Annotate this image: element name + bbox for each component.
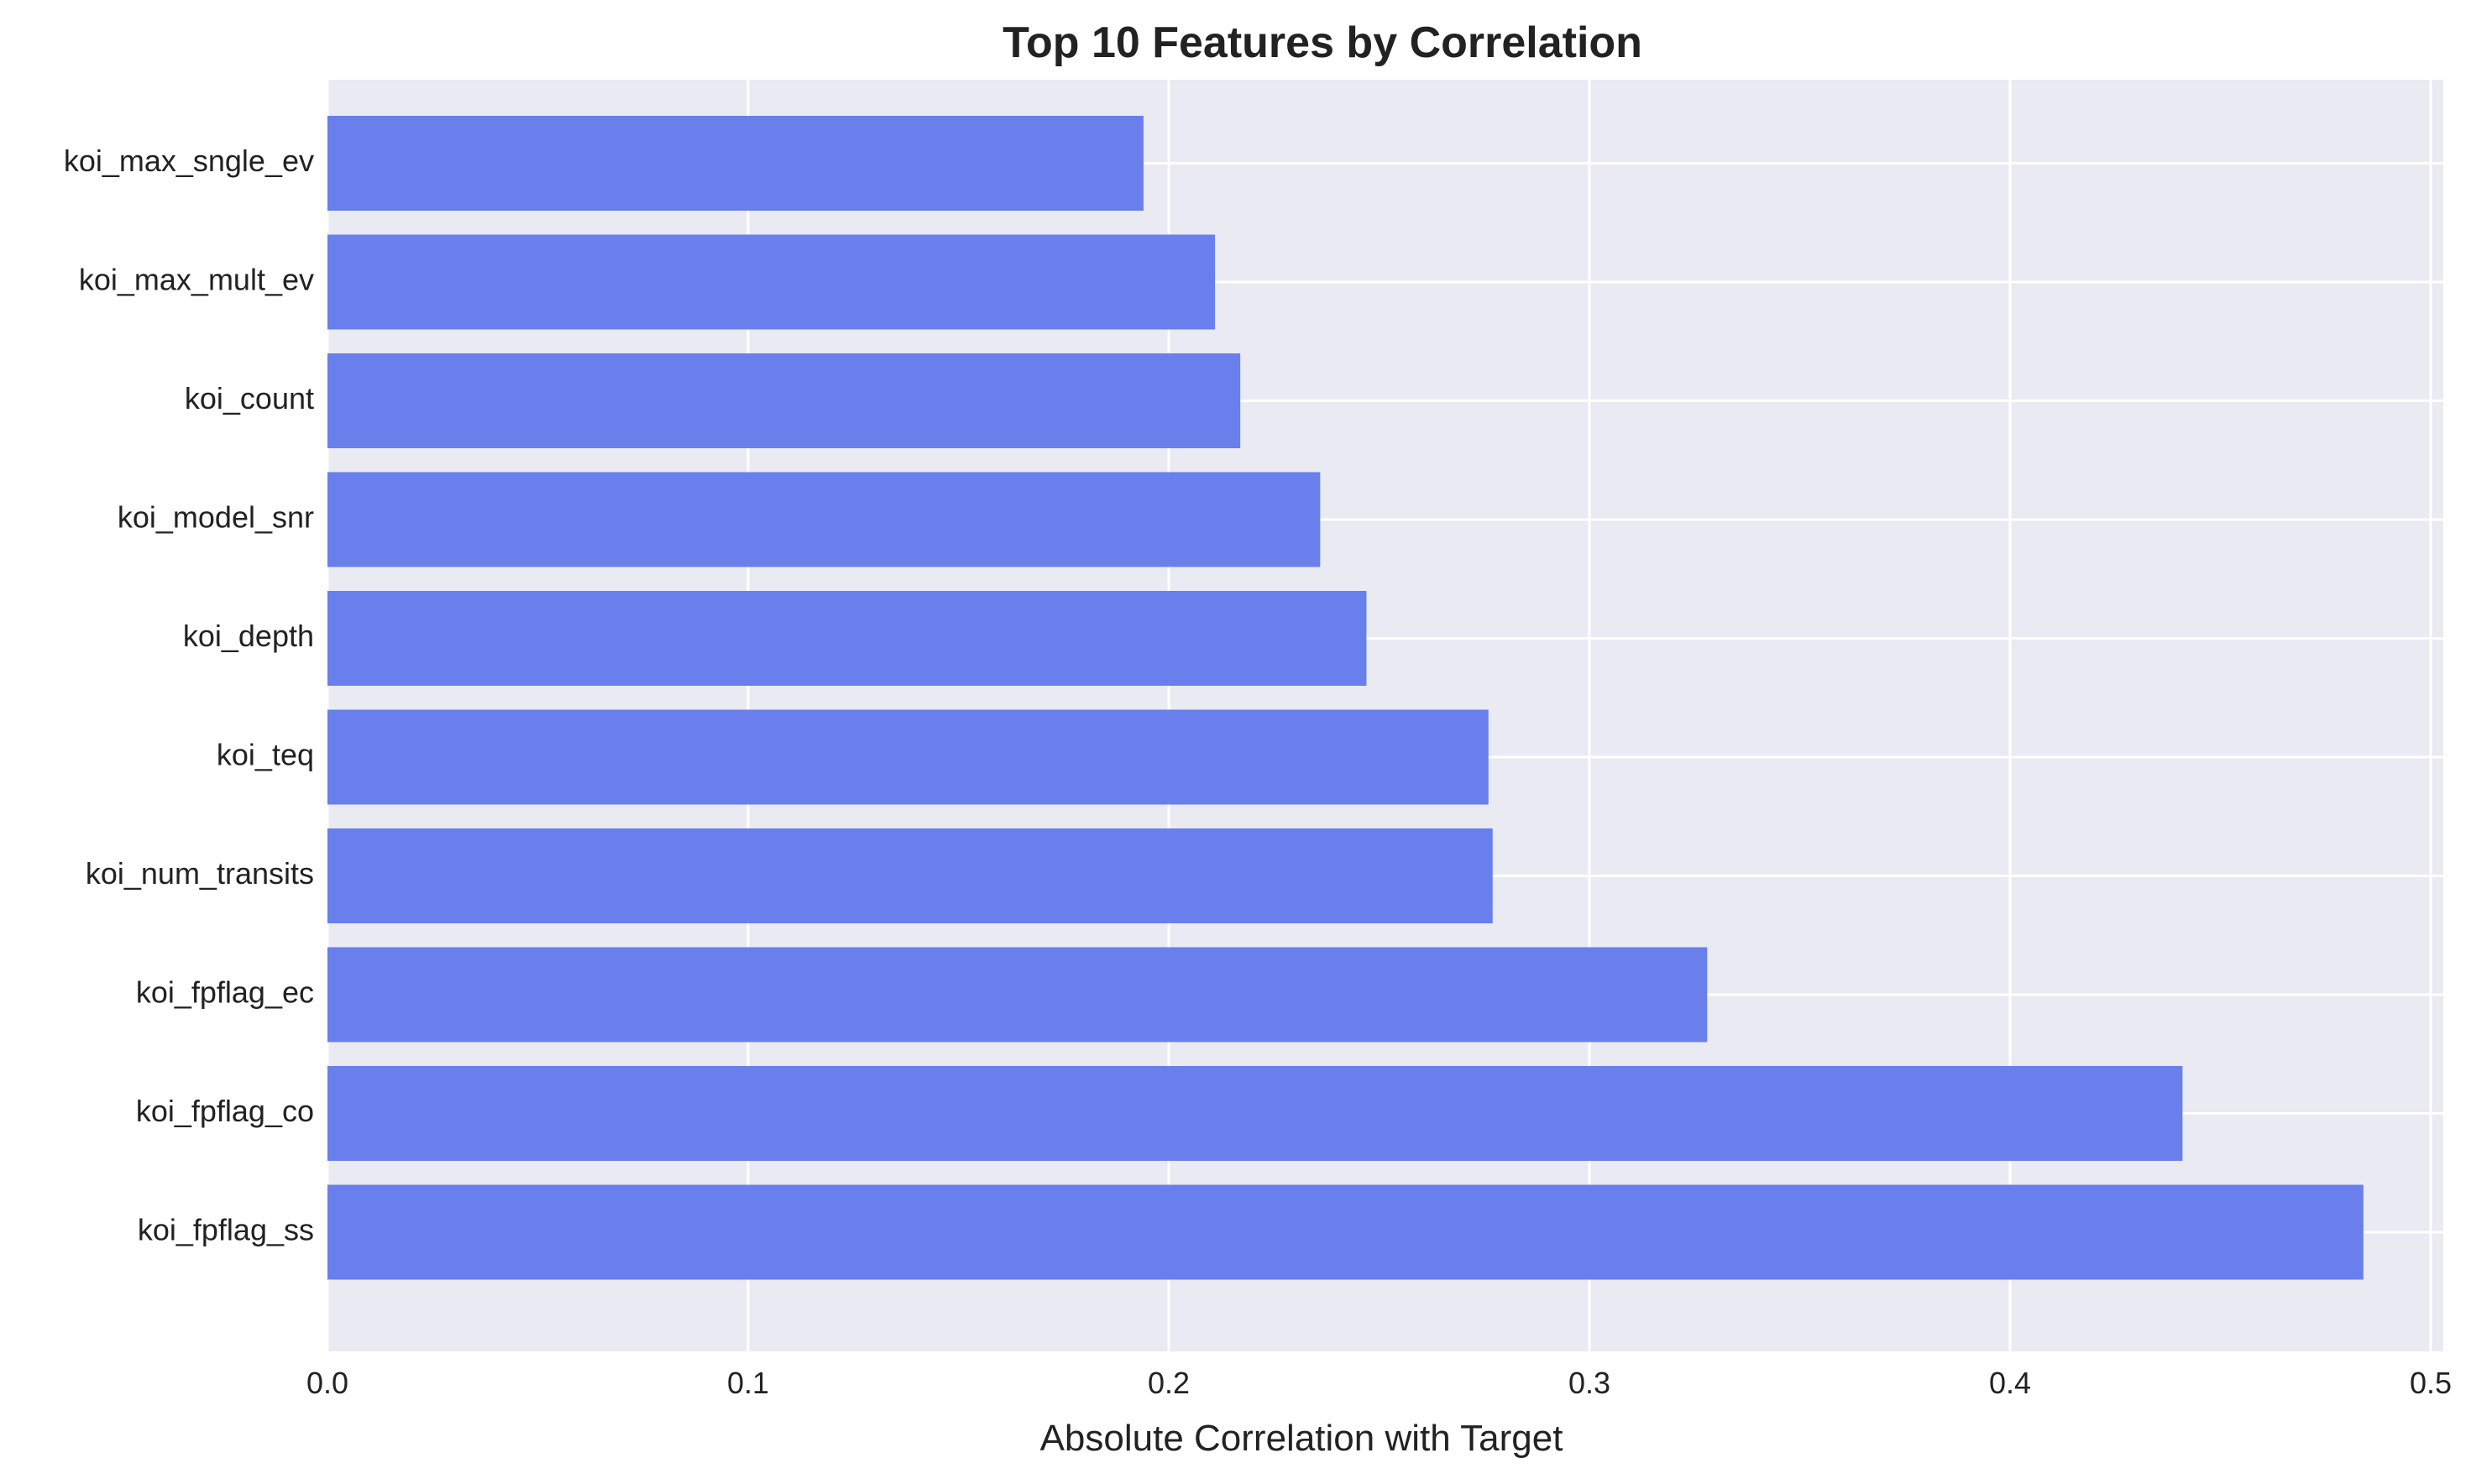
bar-koi-fpflag-ec <box>327 947 1708 1042</box>
bar-koi-count <box>327 353 1241 448</box>
bar-koi-model-snr <box>327 472 1321 567</box>
bar-koi-fpflag-co <box>327 1066 2183 1161</box>
y-tick-label: koi_fpflag_ss <box>138 1213 314 1247</box>
bar-koi-max-sngle-ev <box>327 116 1144 211</box>
x-tick-label: 0.1 <box>727 1366 769 1400</box>
y-tick-labels: koi_max_sngle_ev koi_max_mult_ev koi_count… <box>64 144 314 1247</box>
bars <box>327 116 2364 1280</box>
bar-koi-depth <box>327 591 1367 686</box>
x-tick-label: 0.2 <box>1148 1366 1190 1400</box>
x-tick-label: 0.0 <box>306 1366 348 1400</box>
bar-koi-num-transits <box>327 828 1493 923</box>
x-tick-labels: 0.0 0.1 0.2 0.3 0.4 0.5 <box>306 1366 2452 1400</box>
y-tick-label: koi_fpflag_ec <box>136 975 314 1010</box>
x-axis-label: Absolute Correlation with Target <box>1040 1418 1563 1459</box>
bar-koi-teq <box>327 709 1489 805</box>
y-tick-label: koi_model_snr <box>118 500 314 535</box>
x-tick-label: 0.5 <box>2410 1366 2452 1400</box>
y-tick-label: koi_fpflag_co <box>136 1094 314 1128</box>
bar-koi-fpflag-ss <box>327 1184 2364 1280</box>
y-tick-label: koi_count <box>185 381 314 415</box>
y-tick-label: koi_depth <box>183 619 314 653</box>
y-tick-label: koi_max_mult_ev <box>79 263 314 297</box>
x-tick-label: 0.3 <box>1568 1366 1610 1400</box>
y-tick-label: koi_teq <box>217 738 314 772</box>
bar-koi-max-mult-ev <box>327 234 1216 330</box>
chart-title: Top 10 Features by Correlation <box>1003 18 1642 67</box>
y-tick-label: koi_max_sngle_ev <box>64 144 314 178</box>
x-tick-label: 0.4 <box>1989 1366 2031 1400</box>
y-tick-label: koi_num_transits <box>86 856 314 891</box>
